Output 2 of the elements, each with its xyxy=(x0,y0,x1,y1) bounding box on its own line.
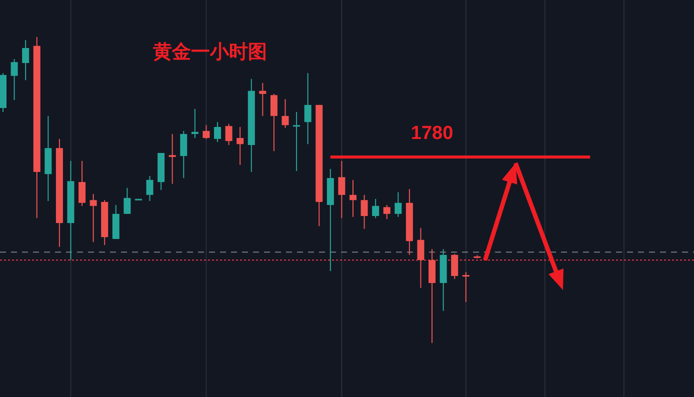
chart-title: 黄金一小时图 xyxy=(152,41,267,63)
annotation: 1780 xyxy=(410,122,454,144)
